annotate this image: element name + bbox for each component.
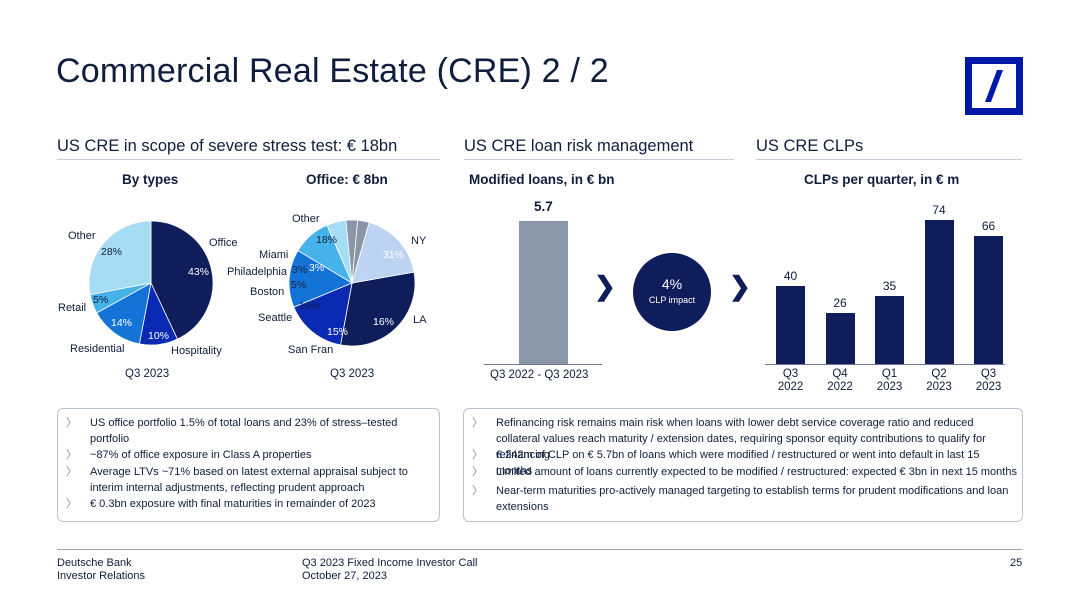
types-chart-title: By types [122,172,178,187]
section-divider [756,159,1022,160]
pie-label-boston: Boston [250,286,284,298]
page-number: 25 [1010,557,1022,570]
clp-bar-value: 35 [869,279,910,293]
pie-label-other-office: Other [292,213,320,225]
clp-bar-value: 40 [770,269,811,283]
bullet-text: Near-term maturities pro-actively manage… [496,483,1017,515]
types-chart-caption: Q3 2023 [125,368,169,380]
chevron-right-icon: ❯ [729,271,751,302]
modified-bar [519,221,568,364]
bullet-chevron-icon: 〉 [472,415,483,431]
bullet-chevron-icon: 〉 [66,415,77,431]
clp-bar-value: 26 [820,296,861,310]
clp-impact-value: 4% [633,276,711,292]
deutsche-bank-logo-icon [965,57,1023,115]
bullet-chevron-icon: 〉 [472,483,483,499]
footer-company: Deutsche Bank [57,557,132,570]
clp-bar [875,296,904,364]
pie-label-residential: Residential [70,343,124,355]
office-chart-caption: Q3 2023 [330,368,374,380]
modified-chart-title: Modified loans, in € bn [469,172,615,187]
footer-event: Q3 2023 Fixed Income Investor Call [302,557,477,570]
clp-axis [765,364,1005,365]
section-title-clps: US CRE CLPs [756,137,863,156]
pie-pct-other-office: 18% [316,234,337,246]
clp-bar-category: Q1 2023 [865,368,914,394]
clp-bar [974,236,1003,364]
bullet-text: US office portfolio 1.5% of total loans … [90,415,416,447]
pie-pct-hospitality: 10% [148,330,169,342]
clp-bar-category: Q3 2023 [964,368,1013,394]
bullet-chevron-icon: 〉 [66,496,77,512]
bullet-chevron-icon: 〉 [66,447,77,463]
pie-label-office: Office [209,237,238,249]
bullet-text: Limited amount of loans currently expect… [496,464,1017,480]
page-title: Commercial Real Estate (CRE) 2 / 2 [56,52,609,91]
section-title-stress: US CRE in scope of severe stress test: €… [57,137,397,156]
pie-label-other: Other [68,230,96,242]
pie-pct-residential: 14% [111,317,132,329]
clp-bar-category: Q2 2023 [915,368,964,394]
pie-pct-ny: 31% [383,249,404,261]
pie-label-la: LA [413,314,426,326]
clp-bar-category: Q4 2022 [816,368,865,394]
clp-bar-category: Q3 2022 [766,368,815,394]
section-divider [464,159,734,160]
modified-axis [484,364,602,365]
pie-pct-philadelphia: 3% [292,264,307,276]
pie-label-ny: NY [411,235,426,247]
pie-pct-san-fran: 15% [327,326,348,338]
modified-bar-category: Q3 2022 - Q3 2023 [490,369,588,381]
office-chart-title: Office: € 8bn [306,172,388,187]
pie-label-philadelphia: Philadelphia [227,266,287,278]
footer-divider [57,549,1022,550]
clp-bar [826,313,855,364]
clp-bar-value: 66 [968,219,1009,233]
footer-dept: Investor Relations [57,570,145,583]
types-pie [89,221,213,345]
clp-chart-title: CLPs per quarter, in € m [804,172,959,187]
clp-bar [776,286,805,364]
pie-label-san-fran: San Fran [288,344,333,356]
bullet-text: Average LTVs ~71% based on latest extern… [90,464,416,496]
footer-date: October 27, 2023 [302,570,387,583]
pie-pct-seattle: 10% [299,300,320,312]
clp-impact-badge: 4% CLP impact [633,253,711,331]
pie-label-hospitality: Hospitality [171,345,222,357]
clp-bar-chart: 40 Q3 2022 26 Q4 2022 35 Q1 2023 74 Q2 2023 66 Q3 2023 [765,190,1005,390]
bullet-chevron-icon: 〉 [472,447,483,463]
pie-pct-la: 16% [373,316,394,328]
right-bullet-box: 〉 Refinancing risk remains main risk when… [463,408,1023,522]
bullet-text: € 0.3bn exposure with final maturities i… [90,496,416,512]
pie-pct-boston: 5% [291,279,306,291]
section-divider [57,159,440,160]
bullet-text: ~87% of office exposure in Class A prope… [90,447,416,463]
office-pie [289,220,415,346]
clp-bar [925,220,954,364]
pie-pct-retail: 5% [93,294,108,306]
bullet-chevron-icon: 〉 [66,464,77,480]
pie-label-miami: Miami [259,249,288,261]
chevron-right-icon: ❯ [594,271,616,302]
modified-bar-value: 5.7 [534,199,553,214]
bullet-chevron-icon: 〉 [472,464,483,480]
pie-label-seattle: Seattle [258,312,292,324]
pie-pct-other: 28% [101,246,122,258]
pie-label-retail: Retail [58,302,86,314]
clp-bar-value: 74 [919,203,960,217]
pie-pct-miami: 3% [309,262,324,274]
pie-pct-office: 43% [188,266,209,278]
section-title-risk: US CRE loan risk management [464,137,693,156]
left-bullet-box: 〉 US office portfolio 1.5% of total loans… [57,408,440,522]
clp-impact-label: CLP impact [633,295,711,305]
